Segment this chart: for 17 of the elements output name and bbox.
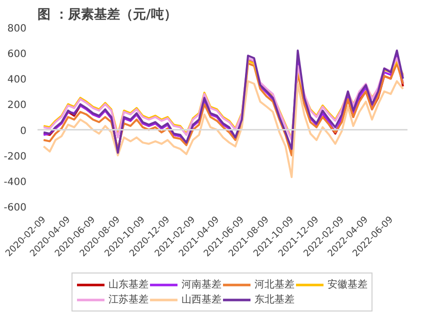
- legend-label: 东北基差: [254, 293, 294, 306]
- y-tick-label: 0: [20, 126, 27, 137]
- y-tick-label: -400: [4, 176, 27, 188]
- chart-title: 图 ：尿素基差（元/吨）: [38, 6, 177, 22]
- y-tick-label: 400: [7, 74, 27, 86]
- legend-label: 山西基差: [182, 293, 222, 306]
- y-tick-label: -200: [4, 151, 27, 162]
- legend-label: 山东基差: [108, 278, 148, 292]
- y-tick-label: -600: [4, 202, 27, 214]
- legend-label: 河南基差: [182, 278, 222, 292]
- y-tick-label: 800: [7, 24, 27, 34]
- legend-label: 安徽基差: [328, 278, 368, 292]
- y-tick-label: 600: [7, 49, 27, 60]
- legend-label: 江苏基差: [108, 293, 148, 306]
- legend-label: 河北基差: [254, 278, 294, 292]
- y-tick-label: 200: [7, 100, 27, 112]
- line-series: [42, 80, 404, 178]
